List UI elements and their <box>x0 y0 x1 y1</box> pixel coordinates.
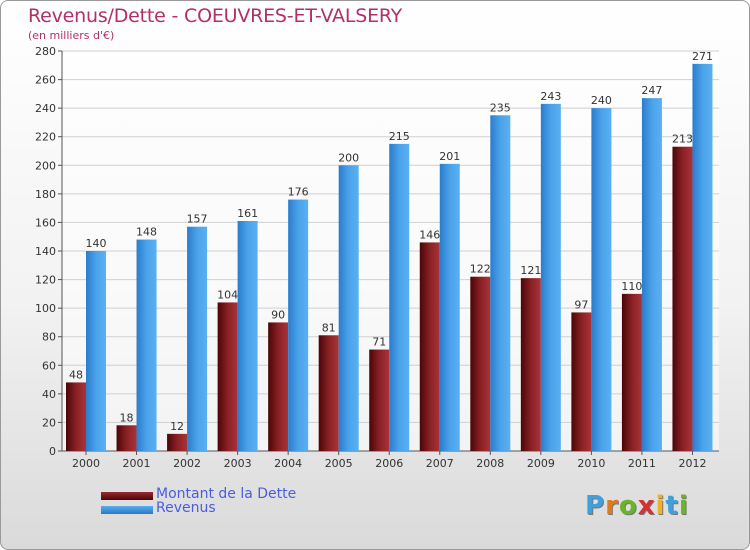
legend-swatch-revenue <box>101 506 153 514</box>
data-label-debt: 213 <box>672 133 693 146</box>
data-label-revenue: 235 <box>490 101 511 114</box>
bar-debt <box>571 312 592 451</box>
data-label-revenue: 271 <box>692 50 713 63</box>
data-label-revenue: 157 <box>187 213 208 226</box>
legend-label-debt: Montant de la Dette <box>156 486 297 502</box>
y-tick-label: 40 <box>42 388 56 401</box>
x-tick-label: 2000 <box>72 457 100 470</box>
data-label-debt: 122 <box>470 263 491 276</box>
y-tick-label: 160 <box>35 216 56 229</box>
bar-revenue <box>490 115 511 452</box>
y-tick-label: 200 <box>35 159 56 172</box>
data-label-debt: 81 <box>322 321 336 334</box>
y-tick-label: 120 <box>35 274 56 287</box>
bar-debt <box>318 335 339 451</box>
data-label-revenue: 200 <box>338 151 359 164</box>
x-tick-label: 2003 <box>224 457 252 470</box>
y-tick-label: 80 <box>42 331 56 344</box>
data-label-debt: 71 <box>372 336 386 349</box>
y-tick-label: 140 <box>35 245 56 258</box>
y-tick-label: 280 <box>35 45 56 58</box>
data-label-revenue: 215 <box>389 130 410 143</box>
data-label-revenue: 240 <box>591 94 612 107</box>
data-label-debt: 121 <box>520 264 541 277</box>
bar-revenue <box>136 239 157 451</box>
data-label-debt: 110 <box>621 280 642 293</box>
bar-debt <box>419 242 440 451</box>
bar-revenue <box>591 108 612 452</box>
legend-label-revenue: Revenus <box>156 500 216 516</box>
x-tick-label: 2010 <box>577 457 605 470</box>
bar-revenue <box>641 98 662 452</box>
bar-revenue <box>439 163 460 451</box>
y-tick-label: 60 <box>42 359 56 372</box>
bar-debt <box>369 349 390 451</box>
data-label-revenue: 161 <box>237 207 258 220</box>
bar-debt <box>470 276 491 451</box>
data-label-revenue: 148 <box>136 226 157 239</box>
data-label-debt: 104 <box>217 288 238 301</box>
chart-title: Revenus/Dette - COEUVRES-ET-VALSERY <box>28 5 403 27</box>
bar-revenue <box>187 226 208 451</box>
bar-debt <box>672 146 693 451</box>
bar-debt <box>621 293 642 451</box>
bar-revenue <box>86 251 106 451</box>
bar-debt <box>167 433 188 451</box>
x-tick-label: 2006 <box>375 457 403 470</box>
data-label-debt: 12 <box>170 420 184 433</box>
bar-debt <box>66 382 86 451</box>
data-label-revenue: 243 <box>540 90 561 103</box>
bar-revenue <box>237 221 258 451</box>
bar-revenue <box>692 63 713 451</box>
bar-debt <box>520 278 541 451</box>
x-tick-label: 2009 <box>527 457 555 470</box>
bar-revenue <box>338 165 359 452</box>
bar-revenue <box>288 199 309 451</box>
data-label-debt: 97 <box>574 298 588 311</box>
y-tick-label: 240 <box>35 102 56 115</box>
data-label-revenue: 176 <box>288 186 309 199</box>
x-tick-label: 2012 <box>678 457 706 470</box>
data-label-revenue: 201 <box>439 150 460 163</box>
bar-debt <box>217 302 238 451</box>
bar-revenue <box>389 143 410 451</box>
x-tick-label: 2001 <box>123 457 151 470</box>
data-label-revenue: 140 <box>86 237 107 250</box>
data-label-debt: 48 <box>69 368 83 381</box>
y-tick-label: 220 <box>35 131 56 144</box>
bar-debt <box>116 425 137 451</box>
chart-subtitle: (en milliers d'€) <box>28 29 115 42</box>
y-tick-label: 0 <box>49 445 56 458</box>
y-tick-label: 20 <box>42 416 56 429</box>
x-tick-label: 2002 <box>173 457 201 470</box>
x-tick-label: 2008 <box>476 457 504 470</box>
x-tick-label: 2004 <box>274 457 302 470</box>
bar-debt <box>268 322 289 451</box>
x-tick-label: 2011 <box>628 457 656 470</box>
data-label-debt: 146 <box>419 228 440 241</box>
proxiti-logo: Proxiti <box>585 491 689 521</box>
data-label-debt: 90 <box>271 308 285 321</box>
legend-swatch-debt <box>101 492 153 500</box>
bar-revenue <box>540 103 561 451</box>
y-tick-label: 180 <box>35 188 56 201</box>
x-tick-label: 2007 <box>426 457 454 470</box>
data-label-revenue: 247 <box>641 84 662 97</box>
x-tick-label: 2005 <box>325 457 353 470</box>
y-tick-label: 260 <box>35 74 56 87</box>
data-label-debt: 18 <box>120 411 134 424</box>
y-tick-label: 100 <box>35 302 56 315</box>
